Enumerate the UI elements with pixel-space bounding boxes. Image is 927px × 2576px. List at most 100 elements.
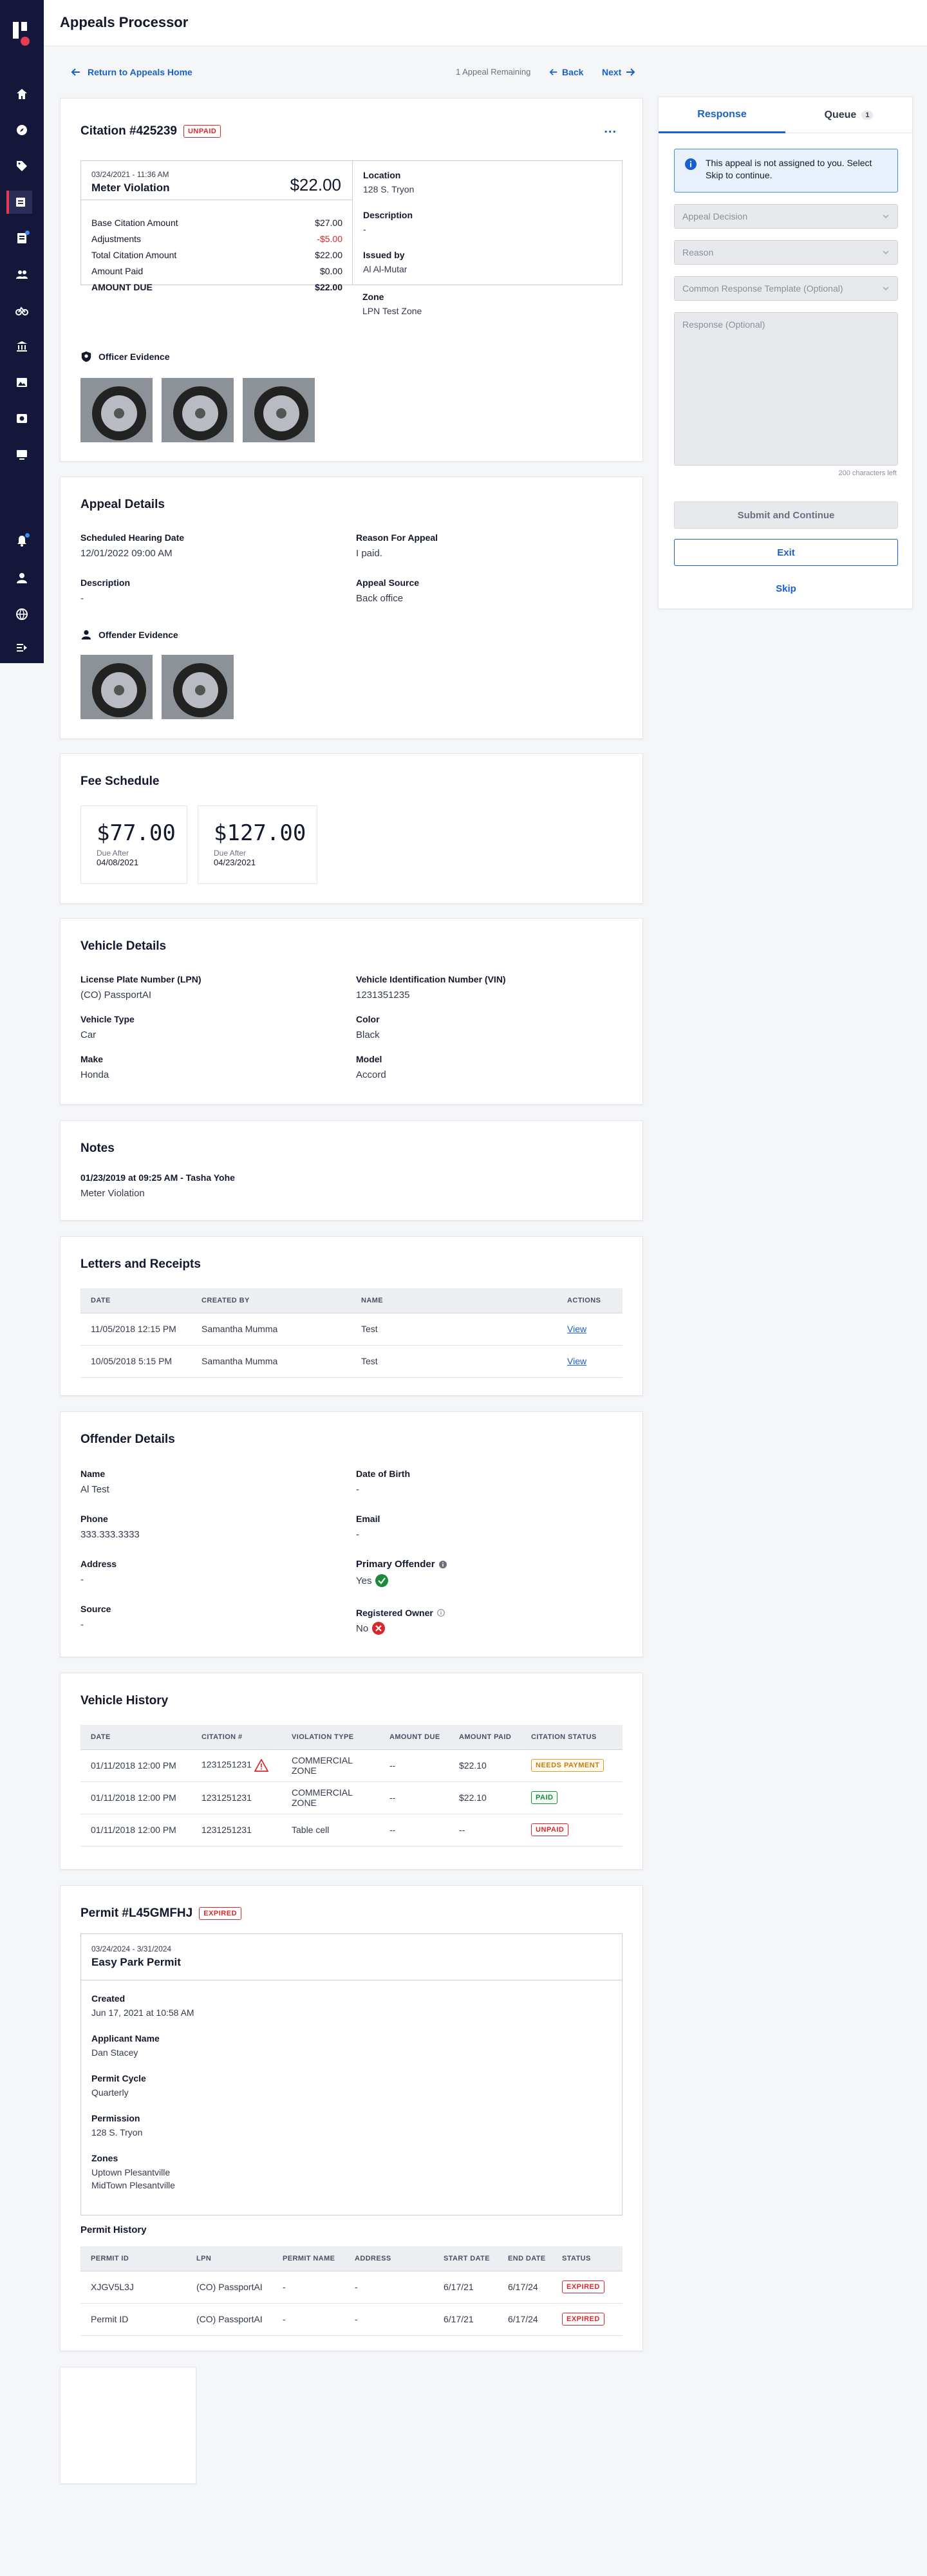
monitor-icon[interactable] xyxy=(9,443,35,466)
chevron-down-icon xyxy=(883,250,889,255)
info-icon[interactable] xyxy=(436,1609,445,1617)
citation-datetime: 03/24/2021 - 11:36 AM xyxy=(91,170,169,179)
collapse-menu-icon[interactable] xyxy=(9,636,35,659)
notes-card: Notes 01/23/2019 at 09:25 AM - Tasha Yoh… xyxy=(60,1120,643,1221)
fee-item: $77.00 Due After 04/08/2021 xyxy=(80,805,187,884)
empty-card xyxy=(60,2367,196,2484)
cell-amount-paid: -- xyxy=(449,1814,521,1847)
table-row[interactable]: 01/11/2018 12:00 PM 1231251231 COMMERCIA… xyxy=(80,1782,623,1814)
table-row[interactable]: XJGV5L3J (CO) PassportAI - - 6/17/21 6/1… xyxy=(80,2271,623,2304)
profile-icon[interactable] xyxy=(9,567,35,590)
offender-evidence-photo[interactable] xyxy=(80,655,153,719)
citation-card: Citation #425239 UNPAID ... 03/24/2021 -… xyxy=(60,98,643,462)
source-value: - xyxy=(80,1619,84,1630)
image-icon[interactable] xyxy=(9,371,35,394)
cell-end-date: 6/17/24 xyxy=(498,2303,552,2336)
cell-address: - xyxy=(344,2271,433,2304)
registered-owner-value: No xyxy=(356,1622,369,1634)
permit-title: Permit #L45GMFHJ xyxy=(80,1906,193,1920)
document-icon[interactable] xyxy=(9,227,35,250)
return-link[interactable]: Return to Appeals Home xyxy=(71,67,192,77)
compass-icon[interactable] xyxy=(9,118,35,142)
table-row[interactable]: 01/11/2018 12:00 PM 1231251231 Table cel… xyxy=(80,1814,623,1847)
exit-button[interactable]: Exit xyxy=(674,539,898,566)
appeals-remaining: 1 Appeal Remaining xyxy=(456,67,531,77)
view-link[interactable]: View xyxy=(567,1324,587,1334)
reason-select[interactable]: Reason xyxy=(674,240,898,265)
description-value: - xyxy=(80,593,84,604)
table-row[interactable]: 01/11/2018 12:00 PM 1231251231 COMMERCIA… xyxy=(80,1749,623,1782)
cell-amount-due: -- xyxy=(379,1749,449,1782)
return-link-label[interactable]: Return to Appeals Home xyxy=(88,67,192,77)
table-row[interactable]: Permit ID (CO) PassportAI - - 6/17/21 6/… xyxy=(80,2303,623,2336)
status-badge: UNPAID xyxy=(531,1823,569,1836)
cell-citation-number: 1231251231 xyxy=(201,1759,252,1770)
column-header: ACTIONS xyxy=(557,1288,623,1313)
vehicle-details-card: Vehicle Details License Plate Number (LP… xyxy=(60,918,643,1105)
tab-response[interactable]: Response xyxy=(659,97,785,133)
vin-value: 1231351235 xyxy=(356,990,410,1001)
applicant-label: Applicant Name xyxy=(91,2033,160,2044)
response-template-select[interactable]: Common Response Template (Optional) xyxy=(674,276,898,301)
dob-value: - xyxy=(356,1484,359,1495)
dob-label: Date of Birth xyxy=(356,1469,410,1479)
permit-cycle-value: Quarterly xyxy=(91,2087,129,2098)
cell-date: 10/05/2018 5:15 PM xyxy=(80,1345,191,1378)
view-link[interactable]: View xyxy=(567,1356,587,1366)
column-header: LPN xyxy=(186,2246,272,2271)
more-options-icon[interactable]: ... xyxy=(604,122,617,136)
home-icon[interactable] xyxy=(9,82,35,106)
info-icon[interactable] xyxy=(438,1560,447,1568)
cell-date: 01/11/2018 12:00 PM xyxy=(80,1782,191,1814)
back-button[interactable]: Back xyxy=(549,67,583,77)
offender-evidence-label: Offender Evidence xyxy=(98,630,178,640)
cell-date: 01/11/2018 12:00 PM xyxy=(80,1814,191,1847)
citation-title: Citation #425239 xyxy=(80,124,177,138)
name-value: Al Test xyxy=(80,1484,109,1495)
next-button[interactable]: Next xyxy=(602,67,635,77)
cell-name: Test xyxy=(351,1313,557,1346)
users-icon[interactable] xyxy=(9,263,35,286)
cell-amount-due: -- xyxy=(379,1814,449,1847)
officer-evidence-photo[interactable] xyxy=(243,378,315,442)
shield-icon xyxy=(81,351,91,362)
submit-continue-button[interactable]: Submit and Continue xyxy=(674,502,898,529)
chevron-down-icon xyxy=(883,287,889,291)
camera-icon[interactable] xyxy=(9,407,35,430)
response-textarea[interactable]: Response (Optional) xyxy=(674,312,898,465)
breakdown-row: Total Citation Amount $22.00 xyxy=(91,250,342,260)
bank-icon[interactable] xyxy=(9,335,35,358)
cell-lpn: (CO) PassportAI xyxy=(186,2271,272,2304)
table-header-row: PERMIT ID LPN PERMIT NAME ADDRESS START … xyxy=(80,2246,623,2271)
tag-icon[interactable] xyxy=(9,155,35,178)
breakdown-row: Amount Paid $0.00 xyxy=(91,266,342,276)
tab-queue[interactable]: Queue 1 xyxy=(785,97,912,133)
table-row: 10/05/2018 5:15 PM Samantha Mumma Test V… xyxy=(80,1345,623,1378)
vin-label: Vehicle Identification Number (VIN) xyxy=(356,974,506,984)
note-text: Meter Violation xyxy=(80,1188,145,1199)
citation-breakdown: Base Citation Amount $27.00 Adjustments -$… xyxy=(91,215,342,296)
color-label: Color xyxy=(356,1014,380,1024)
column-header: DATE xyxy=(80,1725,191,1750)
officer-evidence-photo[interactable] xyxy=(162,378,234,442)
column-header: AMOUNT DUE xyxy=(379,1725,449,1750)
reason-label: Reason For Appeal xyxy=(356,532,438,543)
appeal-details-card: Appeal Details Scheduled Hearing Date 12… xyxy=(60,476,643,739)
created-value: Jun 17, 2021 at 10:58 AM xyxy=(91,2007,194,2018)
citations-icon[interactable] xyxy=(6,191,32,214)
offender-evidence-photo[interactable] xyxy=(162,655,234,719)
permit-card: Permit #L45GMFHJ EXPIRED 03/24/2024 - 3/… xyxy=(60,1885,643,2351)
officer-evidence-photo[interactable] xyxy=(80,378,153,442)
bell-icon[interactable] xyxy=(9,529,35,552)
top-bar: Appeals Processor xyxy=(44,0,927,46)
column-header: NAME xyxy=(351,1288,557,1313)
appeal-decision-select[interactable]: Appeal Decision xyxy=(674,204,898,229)
globe-icon[interactable] xyxy=(9,603,35,626)
notice-text: This appeal is not assigned to you. Sele… xyxy=(706,158,872,180)
section-title: Vehicle History xyxy=(80,1694,169,1707)
fee-label: Due After xyxy=(214,849,247,858)
violation-type: Meter Violation xyxy=(91,182,170,194)
skip-button[interactable]: Skip xyxy=(776,583,796,594)
bicycle-icon[interactable] xyxy=(9,299,35,322)
cell-address: - xyxy=(344,2303,433,2336)
